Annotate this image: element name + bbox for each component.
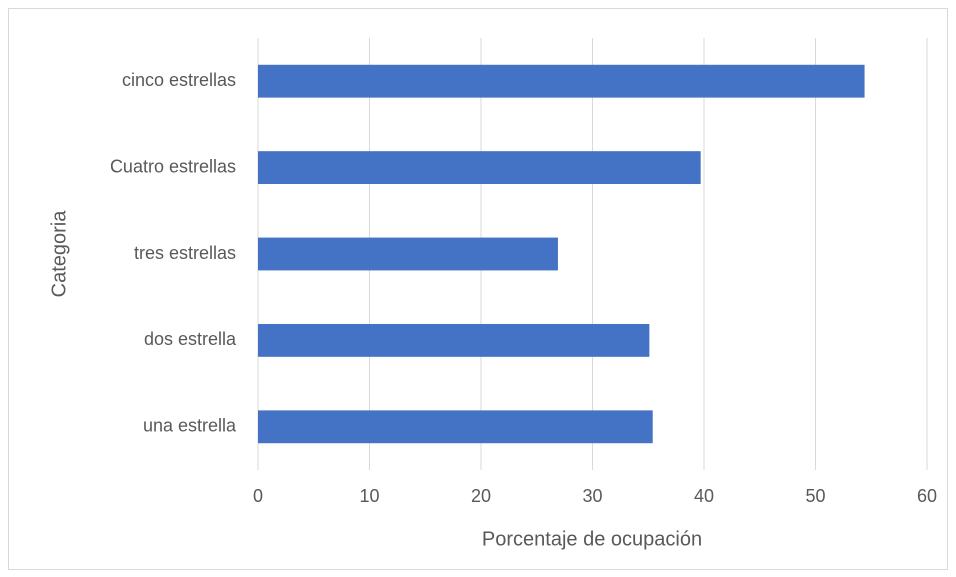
y-tick-label: dos estrella (144, 329, 237, 349)
x-tick-label: 60 (917, 486, 937, 506)
y-tick-label: una estrella (143, 416, 237, 436)
bar (258, 237, 558, 271)
y-tick-label: Cuatro estrellas (110, 156, 236, 176)
x-tick-label: 20 (471, 486, 491, 506)
x-tick-label: 10 (359, 486, 379, 506)
chart-border (8, 8, 948, 570)
bar (258, 323, 650, 357)
x-tick-label: 50 (805, 486, 825, 506)
bar (258, 151, 701, 185)
x-tick-label: 40 (694, 486, 714, 506)
x-axis-title: Porcentaje de ocupación (482, 528, 702, 550)
y-tick-label: tres estrellas (134, 243, 236, 263)
y-axis-title: Categoria (48, 210, 70, 298)
y-tick-label: cinco estrellas (122, 70, 236, 90)
bar (258, 64, 865, 98)
bar (258, 410, 653, 444)
x-tick-label: 30 (582, 486, 602, 506)
x-tick-label: 0 (253, 486, 263, 506)
